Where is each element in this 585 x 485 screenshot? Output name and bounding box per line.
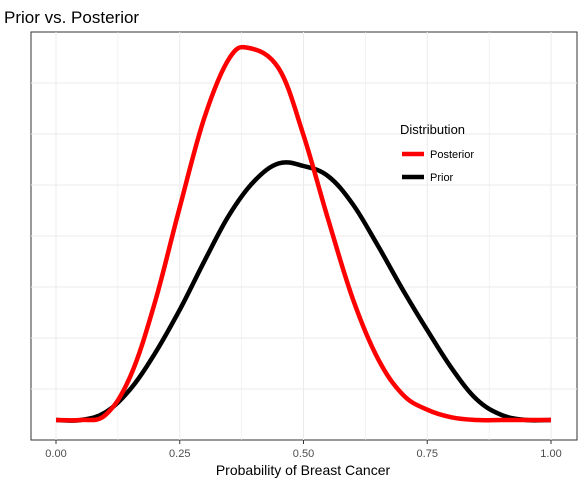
legend-label-prior: Prior bbox=[430, 172, 454, 184]
x-axis-title: Probability of Breast Cancer bbox=[216, 462, 391, 478]
legend: Distribution Posterior Prior bbox=[400, 122, 474, 184]
x-tick-label: 0.25 bbox=[169, 448, 190, 460]
series-layer bbox=[55, 44, 552, 423]
x-tick-label: 0.00 bbox=[45, 448, 66, 460]
x-tick-label: 0.50 bbox=[293, 448, 314, 460]
legend-title: Distribution bbox=[400, 122, 465, 137]
x-tick-label: 0.75 bbox=[417, 448, 438, 460]
series-line-prior bbox=[55, 160, 552, 423]
series-line-posterior bbox=[55, 44, 551, 423]
legend-label-posterior: Posterior bbox=[430, 149, 474, 161]
x-tick-label: 1.00 bbox=[540, 448, 561, 460]
grid-lines bbox=[31, 32, 577, 440]
chart-title: Prior vs. Posterior bbox=[4, 8, 139, 27]
x-axis-ticks: 0.00 0.25 0.50 0.75 1.00 bbox=[45, 440, 562, 460]
